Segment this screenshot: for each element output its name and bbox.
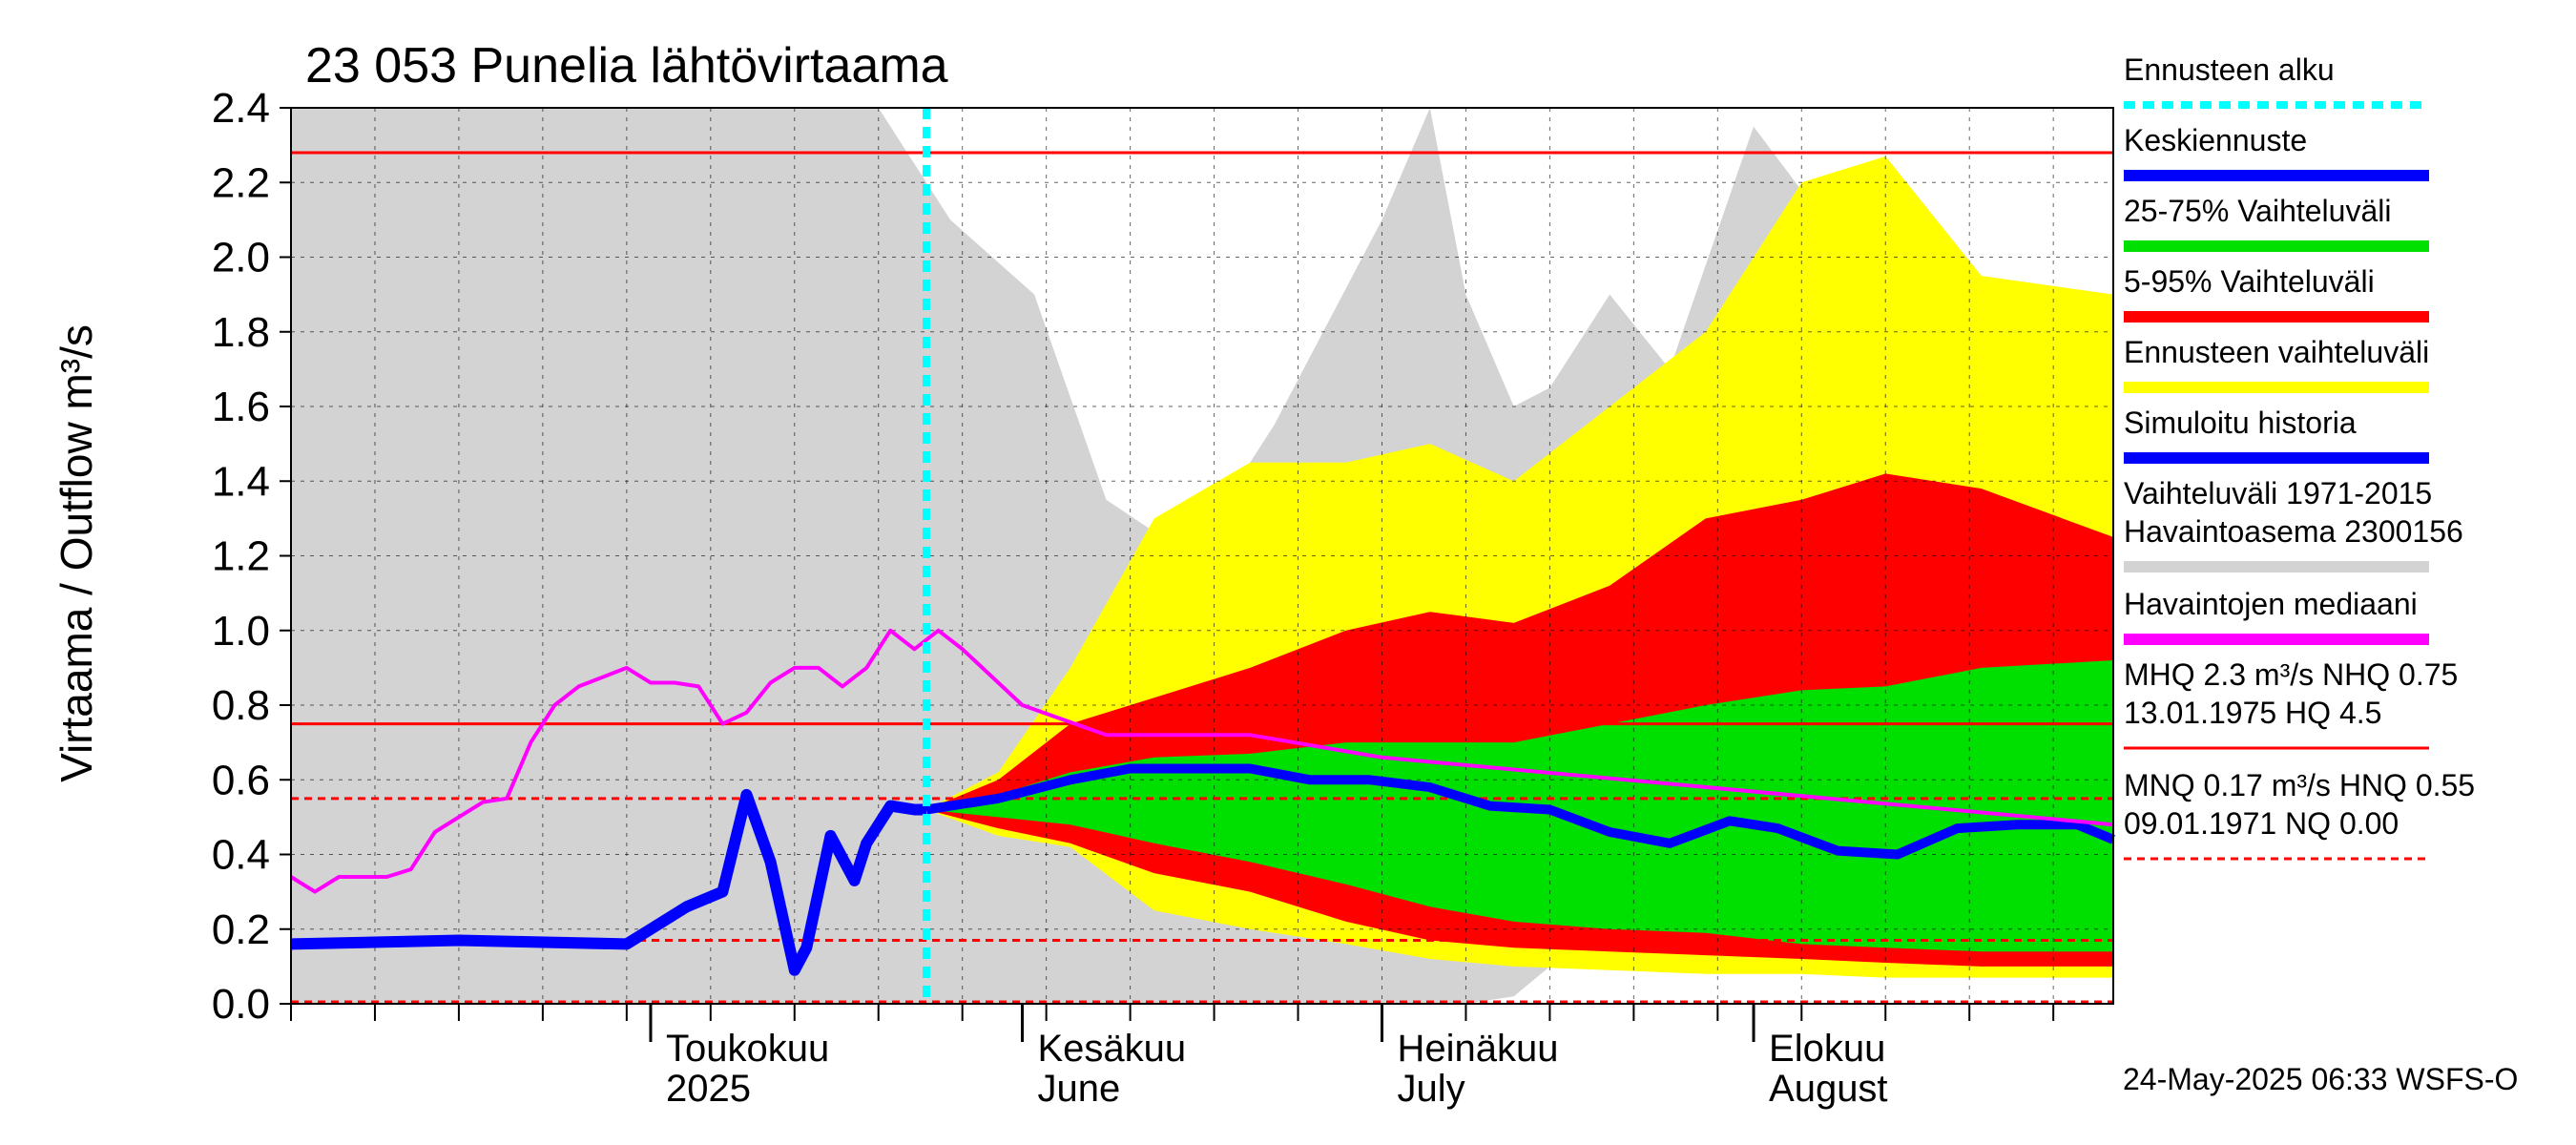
legend-label: Vaihteluväli 1971-2015 [2124, 476, 2432, 510]
legend-item: Ennusteen vaihteluväli [2124, 335, 2429, 393]
chart-title: 23 053 Punelia lähtövirtaama [305, 38, 948, 94]
legend-item: Vaihteluväli 1971-2015 Havaintoasema 230… [2124, 476, 2463, 572]
x-month-sublabel: 2025 [666, 1068, 751, 1110]
y-axis: 0.0 0.2 0.4 0.6 0.8 1.0 1.2 1.4 1.6 1.8 2.0 2.2 2.4 [212, 85, 291, 1028]
y-tick-label: 0.0 [212, 981, 270, 1028]
series-havaintojen-mediaani [289, 628, 2114, 894]
y-tick-label: 1.8 [212, 309, 270, 356]
legend-item: Keskiennuste [2124, 123, 2429, 181]
legend: Ennusteen alku Keskiennuste 25-75% Vaihtel… [2124, 52, 2475, 861]
legend-label: MNQ 0.17 m³/s HNQ 0.55 [2124, 768, 2475, 802]
y-tick-label: 2.2 [212, 159, 270, 206]
y-axis-label: Virtaama / Outflow m³/s [52, 324, 101, 782]
legend-item: Simuloitu historia [2124, 406, 2429, 464]
x-month-label: Toukokuu [666, 1028, 829, 1070]
legend-item: Havaintojen mediaani [2124, 587, 2429, 645]
legend-item: 5-95% Vaihteluväli [2124, 264, 2429, 323]
y-tick-label: 1.6 [212, 384, 270, 430]
y-tick-label: 0.6 [212, 757, 270, 803]
series-keskiennuste [925, 763, 2115, 860]
x-month-sublabel: June [1038, 1068, 1121, 1110]
legend-item: MHQ 2.3 m³/s NHQ 0.75 13.01.1975 HQ 4.5 [2124, 657, 2458, 750]
x-month-label: Kesäkuu [1038, 1028, 1187, 1070]
legend-label: Ennusteen alku [2124, 52, 2335, 87]
legend-label: Keskiennuste [2124, 123, 2307, 157]
x-month-label: Elokuu [1769, 1028, 1885, 1070]
legend-label-secondary: Havaintoasema 2300156 [2124, 514, 2463, 549]
x-month-sublabel: July [1397, 1068, 1465, 1110]
y-tick-label: 0.8 [212, 682, 270, 729]
x-month-label: Heinäkuu [1397, 1028, 1558, 1070]
y-tick-label: 0.2 [212, 906, 270, 953]
legend-label: Simuloitu historia [2124, 406, 2357, 440]
legend-label: Havaintojen mediaani [2124, 587, 2418, 621]
y-tick-label: 1.0 [212, 608, 270, 655]
reference-lines-layer [291, 151, 2113, 1004]
legend-label: MHQ 2.3 m³/s NHQ 0.75 [2124, 657, 2458, 692]
legend-item: 25-75% Vaihteluväli [2124, 194, 2429, 252]
legend-label: 25-75% Vaihteluväli [2124, 194, 2391, 228]
legend-item: Ennusteen alku [2124, 52, 2429, 109]
legend-label-secondary: 09.01.1971 NQ 0.00 [2124, 806, 2399, 841]
legend-label-secondary: 13.01.1975 HQ 4.5 [2124, 696, 2381, 730]
y-tick-label: 2.4 [212, 85, 270, 132]
plot-area [289, 107, 2115, 1005]
legend-label: Ennusteen vaihteluväli [2124, 335, 2429, 369]
legend-label: 5-95% Vaihteluväli [2124, 264, 2375, 299]
y-tick-label: 1.4 [212, 458, 270, 505]
footer-timestamp: 24-May-2025 06:33 WSFS-O [2123, 1062, 2518, 1096]
series-layer [289, 108, 2115, 1004]
y-tick-label: 2.0 [212, 235, 270, 281]
y-tick-label: 0.4 [212, 832, 270, 879]
series-simuloitu-historia [290, 788, 926, 976]
y-tick-label: 1.2 [212, 533, 270, 580]
legend-item: MNQ 0.17 m³/s HNQ 0.55 09.01.1971 NQ 0.00 [2124, 768, 2475, 861]
x-month-sublabel: August [1769, 1068, 1888, 1110]
